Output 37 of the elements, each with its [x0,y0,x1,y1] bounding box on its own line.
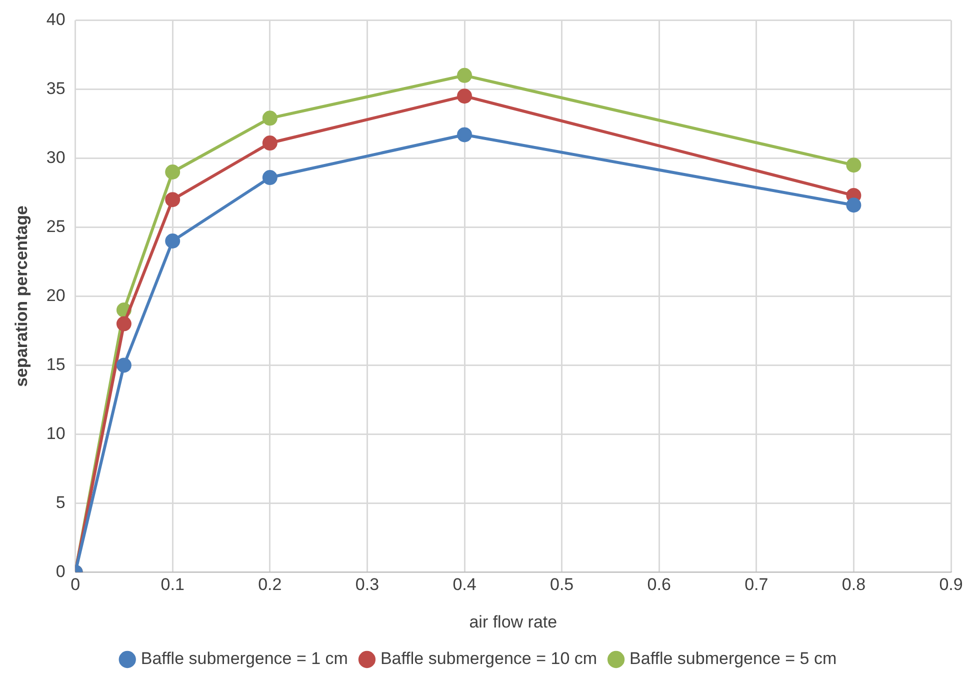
point [262,136,278,151]
point [262,170,278,186]
point [457,68,472,83]
x-tick-label: 0.7 [744,575,768,594]
x-tick-label: 0 [70,575,80,594]
y-tick-label: 25 [46,216,66,236]
point [846,158,862,173]
x-tick-label: 0.1 [160,575,184,594]
point [116,316,132,332]
y-tick-label: 0 [56,562,66,581]
point [165,164,180,180]
y-tick-label: 15 [46,354,66,374]
point [262,110,278,126]
x-tick-label: 0.2 [258,575,282,594]
y-axis-title: separation percentage [12,205,31,387]
x-tick-label: 0.5 [550,575,574,594]
y-tick-label: 40 [46,10,66,29]
x-axis-title: air flow rate [469,612,558,632]
point [165,234,180,248]
legend-label: Baffle submergence = 1 cm [140,649,348,668]
x-tick-label: 0.4 [452,575,476,594]
point [116,358,132,373]
x-tick-label: 0.3 [355,575,380,594]
y-tick-label: 35 [46,78,66,98]
x-tick-label: 0.8 [842,575,866,594]
point [165,192,180,208]
point [846,198,862,213]
x-tick-label: 0.9 [939,575,963,594]
y-tick-label: 10 [46,424,66,443]
point [457,88,472,104]
legend-label: Baffle submergence = 10 cm [380,649,598,668]
y-tick-label: 20 [46,286,66,305]
y-tick-label: 5 [56,492,66,512]
x-tick-label: 0.6 [647,575,671,594]
legend-label: Baffle submergence = 5 cm [630,649,837,668]
point [457,127,472,142]
y-tick-label: 30 [46,148,66,167]
